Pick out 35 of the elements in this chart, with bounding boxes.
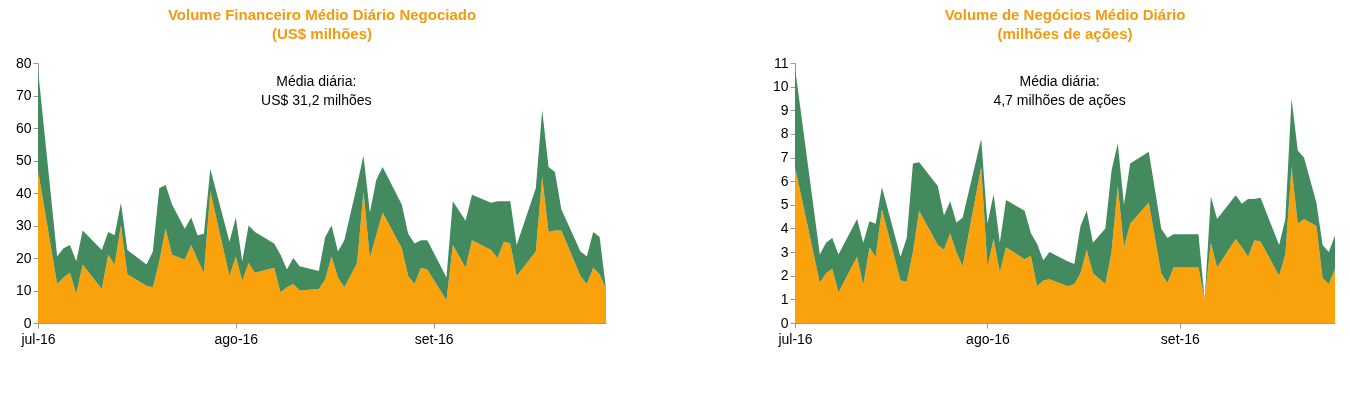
- y-tick-label: 70: [15, 87, 32, 103]
- y-tick-label: 10: [772, 78, 789, 95]
- y-tick-label: 10: [15, 282, 32, 298]
- annotation: 4,7 milhões de ações: [993, 92, 1126, 108]
- x-tick-label: ago-16: [966, 330, 1010, 347]
- y-tick-label: 11: [773, 54, 789, 71]
- chart-subtitle: (US$ milhões): [271, 25, 373, 42]
- y-tick-label: 4: [780, 219, 789, 236]
- y-tick-label: 50: [15, 152, 32, 168]
- y-tick-label: 3: [780, 243, 789, 260]
- y-tick-label: 20: [15, 249, 32, 266]
- annotation: Média diária:: [276, 73, 357, 89]
- x-tick-label: set-16: [1160, 330, 1200, 347]
- y-tick-label: 0: [23, 314, 32, 331]
- y-tick-label: 80: [15, 54, 32, 71]
- y-tick-label: 60: [15, 119, 32, 136]
- y-tick-label: 2: [780, 267, 789, 284]
- x-tick-label: jul-16: [777, 330, 813, 347]
- x-tick-label: jul-16: [20, 330, 56, 347]
- y-tick-label: 40: [15, 184, 32, 201]
- y-tick-label: 1: [780, 290, 789, 307]
- y-tick-label: 6: [780, 172, 789, 189]
- y-tick-label: 30: [15, 217, 32, 233]
- x-tick-label: ago-16: [214, 330, 259, 347]
- y-tick-label: 0: [780, 314, 789, 331]
- y-tick-label: 8: [780, 125, 789, 142]
- y-tick-label: 5: [780, 196, 789, 213]
- x-tick-label: set-16: [414, 330, 454, 347]
- annotation: Média diária:: [1019, 73, 1100, 89]
- chart-title: Volume Financeiro Médio Diário Negociado: [167, 6, 477, 23]
- annotation: US$ 31,2 milhões: [261, 92, 372, 108]
- y-tick-label: 9: [780, 101, 789, 118]
- y-tick-label: 7: [780, 149, 789, 166]
- chart-subtitle: (milhões de ações): [997, 25, 1133, 42]
- chart-title: Volume de Negócios Médio Diário: [944, 6, 1186, 23]
